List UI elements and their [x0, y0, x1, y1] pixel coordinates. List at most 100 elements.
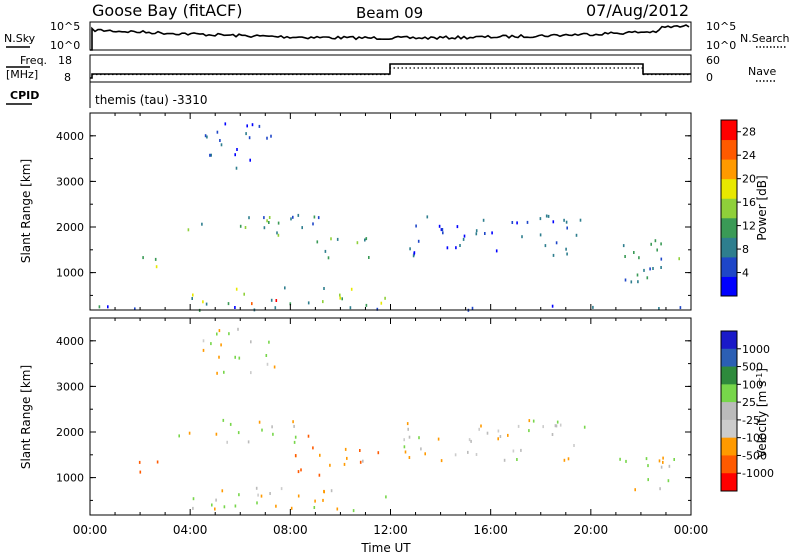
colorbar-tick-label: 1000 — [742, 343, 770, 356]
colorbar-tick-label: 500 — [742, 361, 763, 374]
data-cell — [646, 276, 649, 280]
data-cell — [139, 470, 142, 474]
data-cell — [634, 488, 636, 492]
data-cell — [138, 460, 141, 464]
data-cell — [268, 340, 270, 344]
data-cell — [660, 266, 662, 269]
data-cell — [647, 464, 649, 468]
data-cell — [269, 492, 271, 495]
data-cell — [312, 222, 314, 226]
data-cell — [551, 433, 554, 436]
data-cell — [216, 130, 219, 134]
data-cell — [475, 229, 478, 233]
data-cell — [350, 287, 353, 291]
data-cell — [438, 224, 441, 228]
data-cell — [356, 241, 359, 245]
data-cell — [552, 220, 555, 224]
data-cell — [210, 153, 212, 157]
data-cell — [202, 339, 205, 343]
data-cell — [408, 435, 411, 439]
data-cell — [192, 293, 194, 297]
y-tick-label: 3000 — [56, 175, 84, 188]
data-cell — [323, 489, 325, 493]
data-cell — [349, 306, 352, 310]
data-cell — [251, 302, 253, 306]
data-cell — [662, 460, 664, 464]
data-cell — [365, 303, 368, 307]
data-cell — [263, 216, 265, 220]
data-cell — [251, 123, 254, 127]
colorbar-tick-label: 4 — [742, 267, 749, 280]
data-cell — [647, 478, 649, 482]
power-panel: 1000 2000 3000 4000 Slant Range [km] — [19, 112, 692, 312]
data-cell — [250, 340, 252, 344]
data-cell — [497, 437, 499, 441]
data-cell — [343, 462, 346, 466]
data-cell — [526, 220, 529, 224]
data-cell — [273, 365, 276, 369]
colorbar-tick-label: 20 — [742, 173, 756, 186]
data-cell — [218, 329, 221, 333]
data-cell — [293, 440, 296, 444]
data-cell — [275, 504, 277, 508]
data-cell — [484, 232, 486, 235]
x-tick-label: 08:00 — [273, 523, 308, 537]
data-cell — [277, 221, 280, 225]
colorbar-swatch — [721, 159, 737, 180]
velocity-colorbar: 1000 500 100 25 -25 -100 -500 -1000 Velocity [m… — [720, 330, 774, 492]
colorbar-swatch — [721, 402, 737, 421]
data-cell — [471, 306, 474, 310]
data-cell — [554, 424, 557, 428]
data-cell — [292, 420, 294, 424]
data-cell — [437, 437, 440, 441]
data-cell — [215, 432, 218, 436]
data-cell — [441, 228, 444, 231]
data-cell — [154, 257, 157, 261]
data-cell — [224, 122, 227, 126]
nsky-panel: N.Sky 10^5 10^0 10^5 10^0 N.Search — [4, 20, 790, 52]
x-tick-label: 20:00 — [574, 523, 609, 537]
data-cell — [215, 498, 217, 502]
freq-tick-top: 18 — [58, 54, 72, 67]
data-cell — [406, 422, 409, 426]
data-cell — [330, 237, 332, 241]
data-cell — [292, 215, 294, 219]
data-cell — [210, 342, 212, 346]
velocity-ylabel: Slant Range [km] — [19, 365, 33, 469]
data-cell — [544, 244, 547, 248]
data-cell — [516, 221, 518, 225]
data-cell — [201, 222, 203, 226]
data-cell — [318, 473, 321, 477]
data-cell — [539, 233, 542, 237]
colorbar-tick-label: -25 — [742, 414, 760, 427]
data-cell — [480, 424, 482, 428]
data-cell — [211, 503, 213, 507]
data-cell — [475, 232, 478, 236]
data-cell — [470, 439, 472, 443]
data-cell — [272, 432, 274, 436]
data-cell — [622, 244, 625, 248]
data-cell — [178, 434, 180, 438]
data-cell — [300, 468, 302, 472]
data-cell — [528, 419, 531, 423]
data-cell — [652, 267, 654, 270]
data-cell — [507, 433, 509, 437]
data-cell — [313, 215, 316, 219]
data-cell — [365, 237, 368, 241]
data-cell — [277, 233, 280, 237]
data-cell — [624, 255, 626, 258]
data-cell — [478, 427, 480, 431]
data-cell — [352, 509, 355, 513]
data-cell — [270, 134, 272, 138]
data-cell — [188, 431, 191, 435]
data-cell — [220, 143, 223, 147]
data-cell — [662, 456, 664, 460]
data-cell — [266, 136, 268, 140]
data-cell — [539, 217, 542, 221]
data-cell — [205, 302, 208, 306]
data-cell — [462, 237, 465, 241]
data-cell — [556, 420, 559, 424]
data-cell — [645, 457, 648, 461]
date-title: 07/Aug/2012 — [586, 1, 689, 20]
data-cell — [237, 327, 239, 331]
